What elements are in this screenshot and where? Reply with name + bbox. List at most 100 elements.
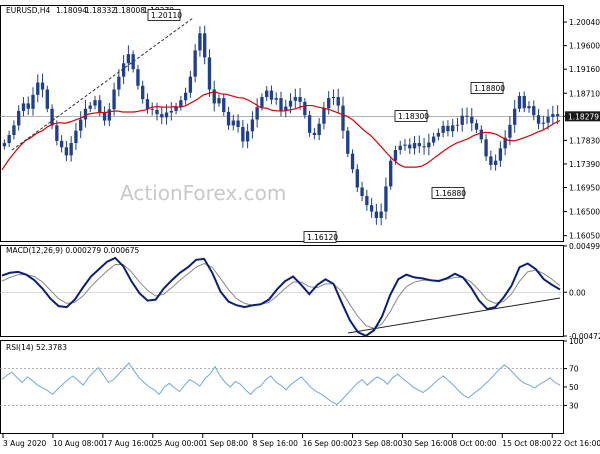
candle-body xyxy=(79,119,83,131)
candle-body xyxy=(193,50,197,77)
current-price-tag xyxy=(565,111,600,122)
candle-body xyxy=(88,105,92,109)
candle-body xyxy=(408,144,412,149)
candle-body xyxy=(226,111,231,126)
rsi-line xyxy=(1,362,561,406)
candle-body xyxy=(417,143,421,147)
candle-body xyxy=(150,108,154,110)
candle-body xyxy=(26,103,30,109)
x-tick-label: 25 Aug 00:00 xyxy=(153,439,204,448)
candle-body xyxy=(169,110,173,113)
macd-tick-label: -0.00472 xyxy=(569,332,600,341)
x-tick-label: 15 Oct 08:00 xyxy=(502,439,551,448)
x-tick-label: 16 Sep 00:00 xyxy=(303,439,353,448)
rsi-plot xyxy=(0,362,563,406)
rsi-tick-label: 30 xyxy=(569,401,579,410)
x-tick-label: 22 Oct 16:00 xyxy=(552,439,600,448)
annotation-box xyxy=(147,9,181,21)
candle-body xyxy=(293,97,297,101)
x-tick-label: 30 Sep 16:00 xyxy=(402,439,452,448)
candle-body xyxy=(307,115,312,133)
candle-body xyxy=(50,108,54,126)
candle-body xyxy=(284,106,288,111)
candle-body xyxy=(532,106,536,116)
candle-body xyxy=(460,115,464,125)
candle-body xyxy=(455,124,460,126)
rsi-tick-label: 100 xyxy=(569,337,584,346)
candle-body xyxy=(7,135,11,144)
candle-body xyxy=(527,106,531,109)
candle-body xyxy=(403,144,407,146)
candle-body xyxy=(145,99,150,109)
candle-body xyxy=(541,122,545,124)
candle-body xyxy=(59,140,64,148)
candle-body xyxy=(536,115,541,124)
candle-body xyxy=(141,85,145,100)
watermark: ActionForex.com xyxy=(120,181,286,205)
price-tick-label: 1.16050 xyxy=(569,232,600,241)
macd-panel xyxy=(0,245,564,337)
candle-body xyxy=(236,120,240,127)
candle-body xyxy=(360,187,364,197)
price-tick-label: 1.20040 xyxy=(569,18,600,27)
candle-body xyxy=(546,116,550,123)
annotation-box xyxy=(303,231,337,243)
candle-body xyxy=(331,97,336,99)
candle-body xyxy=(555,114,560,117)
macd-trend-line xyxy=(347,297,561,334)
rsi-tick-label: 70 xyxy=(569,365,579,374)
candle-body xyxy=(198,33,202,51)
candle-body xyxy=(369,205,374,212)
candle-body xyxy=(503,137,507,149)
price-tick-label: 1.16950 xyxy=(569,183,600,192)
price-open: 1.18094 xyxy=(56,6,87,15)
candle-body xyxy=(398,145,402,150)
macd-plot xyxy=(0,256,563,337)
candle-body xyxy=(384,186,388,212)
candle-body xyxy=(121,63,126,77)
candle-body xyxy=(517,95,522,109)
x-axis: 3 Aug 2020 10 Aug 08:00 17 Aug 16:00 25 Aug… xyxy=(2,434,600,448)
x-tick-label: 17 Aug 16:00 xyxy=(103,439,154,448)
candle-body xyxy=(513,108,517,125)
candle-body xyxy=(174,106,178,111)
candle-body xyxy=(317,123,321,136)
x-tick-label: 23 Sep 08:00 xyxy=(353,439,403,448)
candle-body xyxy=(374,211,379,218)
candle-body xyxy=(222,98,226,112)
candle-body xyxy=(350,153,355,170)
candle-body xyxy=(312,132,317,136)
candle-body xyxy=(288,100,293,107)
candle-body xyxy=(441,125,445,133)
candle-body xyxy=(498,148,503,161)
price-high: 1.18332 xyxy=(85,6,116,15)
candle-body xyxy=(412,143,417,149)
annotation-box xyxy=(470,82,504,94)
moving-average-line xyxy=(1,91,561,171)
candle-body xyxy=(2,143,7,147)
candle-body xyxy=(126,54,131,64)
annotation-label: 1.20110 xyxy=(151,11,182,20)
candle-body xyxy=(102,111,107,121)
candle-body xyxy=(393,149,398,161)
rsi-tick-label: 50 xyxy=(569,383,579,392)
candle-body xyxy=(346,130,350,154)
rsi-panel-title: RSI(14) 52.3783 xyxy=(6,343,67,352)
candle-body xyxy=(40,82,45,90)
x-tick-label: 8 Sep 16:00 xyxy=(253,439,299,448)
candle-body xyxy=(470,116,474,124)
candle-body xyxy=(250,119,255,132)
candle-body xyxy=(508,124,512,138)
candle-body xyxy=(265,90,269,98)
macd-line xyxy=(1,256,561,337)
candle-body xyxy=(117,76,121,90)
annotation-label: 1.16880 xyxy=(435,189,466,198)
price-plot: 1.20110 1.18300 1.18800 1.16880 1.16120 xyxy=(0,9,563,243)
macd-panel-title: MACD(12,26,9) 0.000279 0.000675 xyxy=(6,246,140,255)
annotation-label: 1.16120 xyxy=(307,233,338,242)
candle-body xyxy=(451,125,455,132)
rsi-panel xyxy=(0,340,564,434)
price-panel-title: EURUSD,H4 xyxy=(6,6,50,15)
